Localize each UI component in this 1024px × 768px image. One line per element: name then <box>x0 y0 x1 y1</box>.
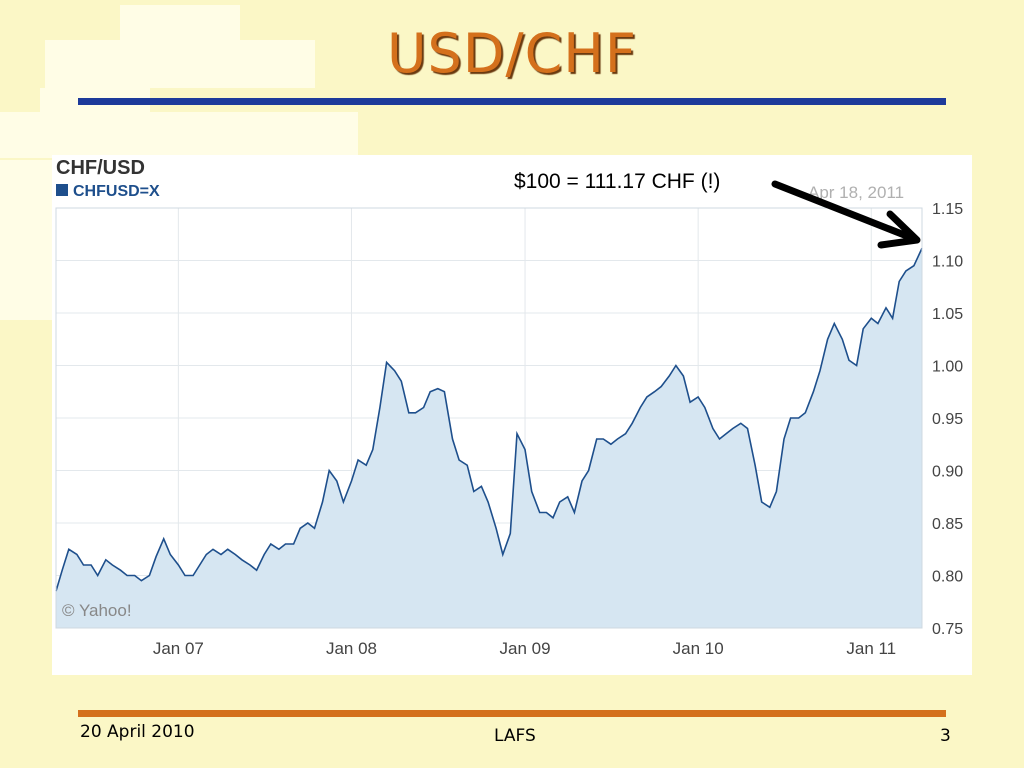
x-tick-label: Jan 11 <box>846 639 896 658</box>
y-tick-label: 1.05 <box>932 306 963 323</box>
y-axis: 0.75 0.80 0.85 0.90 0.95 1.00 1.05 1.10 1.15 <box>932 201 963 638</box>
background-shape <box>120 5 240 85</box>
annotation-arrow <box>771 180 921 249</box>
y-tick-label: 1.00 <box>932 359 963 376</box>
y-tick-label: 0.90 <box>932 464 963 481</box>
chart-title: CHF/USD <box>56 157 145 179</box>
yahoo-watermark: © Yahoo! <box>62 601 132 620</box>
y-tick-label: 0.95 <box>932 411 963 428</box>
series-area <box>56 248 922 628</box>
x-axis: Jan 07 Jan 08 Jan 09 Jan 10 Jan 11 <box>153 639 896 658</box>
footer-center: LAFS <box>494 726 536 746</box>
y-tick-label: 1.10 <box>932 254 963 271</box>
plot-frame <box>55 207 923 629</box>
x-tick-label: Jan 07 <box>153 639 204 658</box>
y-tick-label: 0.75 <box>932 621 963 638</box>
chart-panel: 0.75 0.80 0.85 0.90 0.95 1.00 1.05 1.10 1.15 Jan… <box>52 155 972 675</box>
x-tick-label: Jan 09 <box>500 639 551 658</box>
title-underline <box>78 98 946 105</box>
slide-title: USD/CHF <box>387 22 637 85</box>
legend-label: CHFUSD=X <box>73 183 160 200</box>
background-shape <box>0 112 358 158</box>
page-number: 3 <box>940 726 951 746</box>
y-tick-label: 0.85 <box>932 516 963 533</box>
x-tick-label: Jan 10 <box>673 639 724 658</box>
footer-date: 20 April 2010 <box>80 722 195 742</box>
x-tick-label: Jan 08 <box>326 639 377 658</box>
background-shape <box>0 160 52 320</box>
footer-rule <box>78 710 946 717</box>
y-tick-label: 1.15 <box>932 201 963 218</box>
chart: 0.75 0.80 0.85 0.90 0.95 1.00 1.05 1.10 1.15 Jan… <box>55 157 963 658</box>
date-label: Apr 18, 2011 <box>808 183 904 202</box>
series-line <box>55 247 923 592</box>
legend-swatch <box>56 184 68 196</box>
y-tick-label: 0.80 <box>932 569 963 586</box>
chart-annotation: $100 = 111.17 CHF (!) <box>514 170 721 193</box>
